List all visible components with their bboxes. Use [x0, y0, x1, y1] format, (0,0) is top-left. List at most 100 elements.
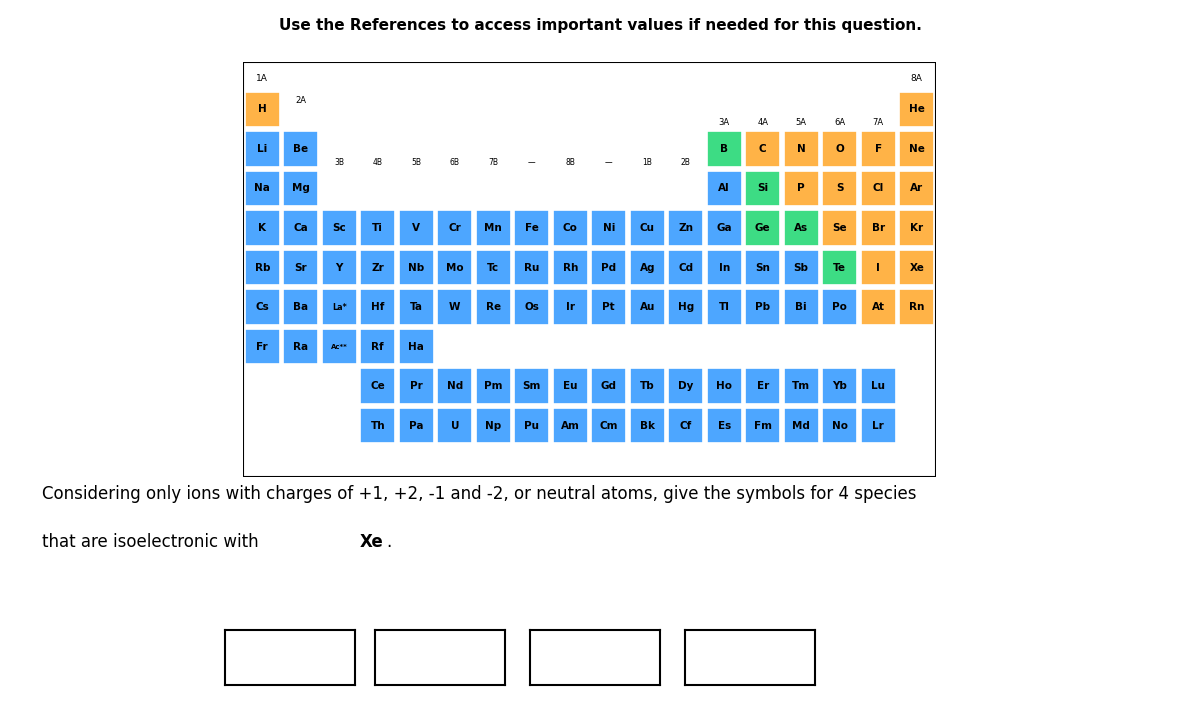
Bar [360, 329, 395, 364]
Bar [900, 91, 934, 127]
Bar [745, 368, 780, 404]
Bar [860, 250, 895, 285]
Text: Cl: Cl [872, 183, 884, 193]
Bar [476, 250, 510, 285]
Text: 2B: 2B [680, 157, 691, 167]
Bar [245, 329, 280, 364]
Bar [707, 368, 742, 404]
Text: Considering only ions with charges of +1, +2, -1 and -2, or neutral atoms, give : Considering only ions with charges of +1… [42, 485, 917, 503]
Text: Bk: Bk [640, 420, 655, 431]
Text: B: B [720, 144, 728, 154]
Bar [515, 250, 550, 285]
Bar [283, 171, 318, 206]
Bar [322, 289, 356, 325]
Text: La*: La* [332, 302, 347, 311]
Text: Hg: Hg [678, 302, 694, 312]
Bar [283, 131, 318, 167]
Text: Ac**: Ac** [331, 344, 348, 349]
Text: Dy: Dy [678, 381, 694, 391]
Bar [245, 91, 280, 127]
Text: Al: Al [719, 183, 730, 193]
Text: Cf: Cf [679, 420, 692, 431]
Bar [553, 289, 588, 325]
Bar [707, 408, 742, 444]
Text: F: F [875, 144, 882, 154]
Text: Li: Li [257, 144, 268, 154]
Text: Th: Th [371, 420, 385, 431]
Text: Ce: Ce [371, 381, 385, 391]
Bar [630, 408, 665, 444]
Text: Ca: Ca [293, 223, 308, 233]
Text: Ar: Ar [910, 183, 923, 193]
Bar [360, 289, 395, 325]
Text: 5B: 5B [412, 157, 421, 167]
Bar [438, 210, 472, 246]
Text: Tm: Tm [792, 381, 810, 391]
Bar [398, 210, 433, 246]
Bar [630, 368, 665, 404]
Bar [707, 171, 742, 206]
Bar [398, 289, 433, 325]
Bar [630, 250, 665, 285]
Bar [476, 289, 510, 325]
Bar [822, 210, 857, 246]
Text: P: P [798, 183, 805, 193]
Bar [784, 131, 818, 167]
Text: Eu: Eu [563, 381, 577, 391]
Bar [515, 289, 550, 325]
Text: Pb: Pb [755, 302, 770, 312]
Text: —: — [528, 157, 535, 167]
Text: Ge: Ge [755, 223, 770, 233]
Text: Ir: Ir [565, 302, 575, 312]
Text: 5A: 5A [796, 118, 806, 127]
Text: Tb: Tb [640, 381, 655, 391]
Text: Lr: Lr [872, 420, 884, 431]
Text: Rn: Rn [910, 302, 924, 312]
Text: Tl: Tl [719, 302, 730, 312]
Text: Mn: Mn [485, 223, 502, 233]
Bar [553, 250, 588, 285]
Text: Fr: Fr [257, 342, 268, 352]
Text: Ba: Ba [293, 302, 308, 312]
Text: Cr: Cr [449, 223, 461, 233]
Text: Nb: Nb [408, 262, 425, 273]
Text: Pr: Pr [410, 381, 422, 391]
Bar [900, 210, 934, 246]
Bar [707, 289, 742, 325]
Text: He: He [908, 105, 925, 115]
Text: Re: Re [486, 302, 500, 312]
Bar [745, 250, 780, 285]
Text: Bi: Bi [796, 302, 808, 312]
Bar [245, 250, 280, 285]
Text: K: K [258, 223, 266, 233]
Bar [476, 210, 510, 246]
Text: Mg: Mg [292, 183, 310, 193]
Bar [476, 408, 510, 444]
Bar [900, 250, 934, 285]
Text: Er: Er [757, 381, 769, 391]
Text: that are isoelectronic with: that are isoelectronic with [42, 533, 264, 551]
Text: Na: Na [254, 183, 270, 193]
Bar [398, 408, 433, 444]
Bar [745, 171, 780, 206]
Bar [668, 368, 703, 404]
Bar [360, 408, 395, 444]
Bar [668, 210, 703, 246]
Text: Cm: Cm [600, 420, 618, 431]
Bar [360, 368, 395, 404]
Text: Sm: Sm [522, 381, 541, 391]
Bar [707, 131, 742, 167]
Bar [283, 329, 318, 364]
Bar [860, 131, 895, 167]
Text: At: At [871, 302, 884, 312]
Bar [822, 368, 857, 404]
Text: 6B: 6B [450, 157, 460, 167]
Text: —: — [605, 157, 612, 167]
Text: Te: Te [833, 262, 846, 273]
Text: H: H [258, 105, 266, 115]
Text: Ha: Ha [408, 342, 424, 352]
Bar [822, 289, 857, 325]
Text: 7A: 7A [872, 118, 884, 127]
Bar [245, 289, 280, 325]
Bar [438, 250, 472, 285]
